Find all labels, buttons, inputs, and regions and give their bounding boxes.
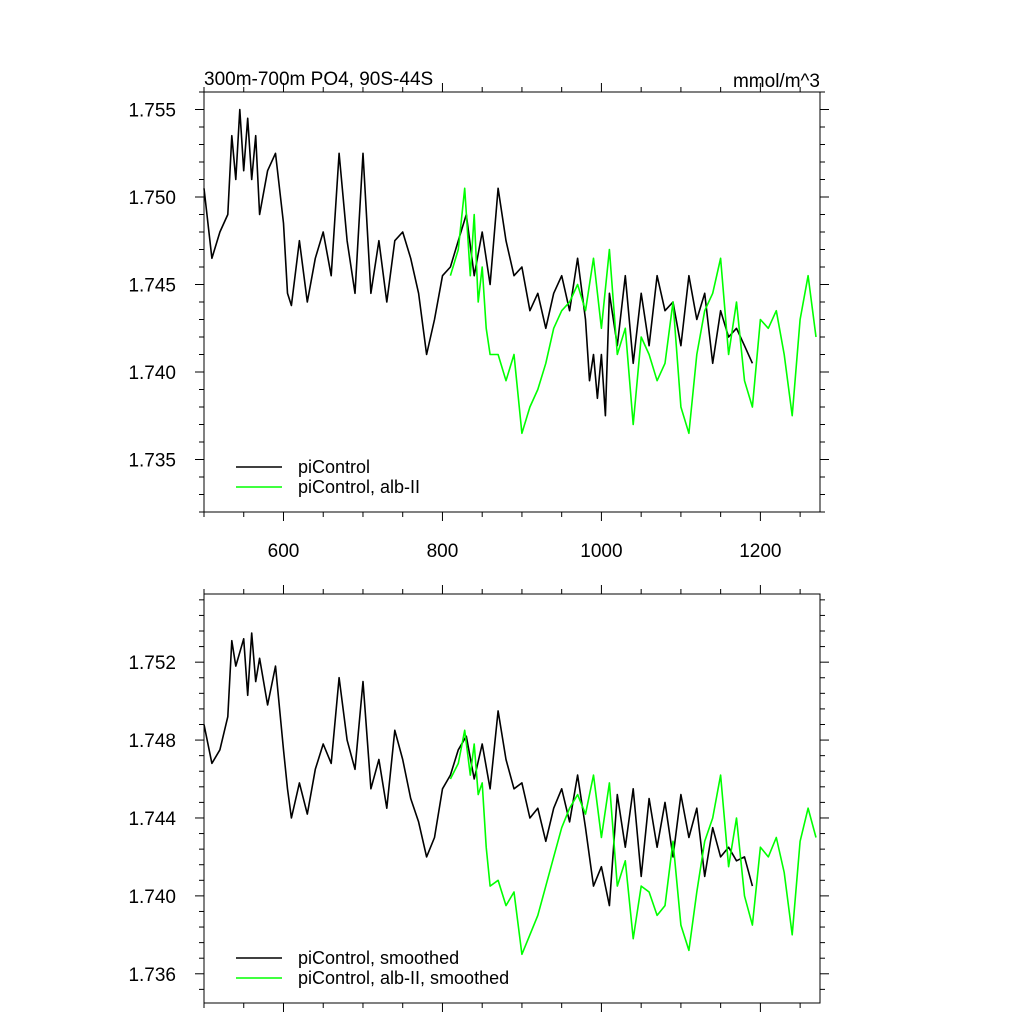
chart-title: 300m-700m PO4, 90S-44S [204, 69, 433, 90]
x-tick-label: 600 [268, 541, 300, 562]
series-line-alb-ii [449, 729, 817, 956]
y-tick-label: 1.735 [128, 451, 176, 472]
series-line-picontrol [203, 108, 754, 417]
legend-label: piControl, alb-II [298, 477, 420, 497]
units-label: mmol/m^3 [733, 71, 820, 92]
series-line-alb-ii [449, 187, 817, 435]
bottom-panel: 1.736 1.740 1.744 1.748 1.752 piControl, smoo… [128, 585, 829, 1012]
top-panel: 600 800 1000 1200 1.735 1.740 1.745 1.750 1.755 p… [128, 83, 829, 562]
legend-label: piControl, smoothed [298, 948, 459, 968]
plot-frame [203, 91, 821, 513]
y-tick-label: 1.748 [128, 731, 176, 752]
legend-label: piControl [298, 457, 370, 477]
y-tick-label: 1.750 [128, 188, 176, 209]
y-tick-label: 1.736 [128, 965, 176, 986]
y-tick-label: 1.740 [128, 363, 176, 384]
y-tick-label: 1.740 [128, 887, 176, 908]
x-tick-label: 1000 [580, 541, 622, 562]
legend-label: piControl, alb-II, smoothed [298, 968, 509, 988]
y-tick-label: 1.745 [128, 276, 176, 297]
x-tick-label: 800 [427, 541, 459, 562]
y-tick-label: 1.752 [128, 653, 176, 674]
x-tick-label: 1200 [739, 541, 781, 562]
y-tick-label: 1.744 [128, 809, 176, 830]
plot-frame [203, 593, 821, 1004]
y-tick-label: 1.755 [128, 101, 176, 122]
